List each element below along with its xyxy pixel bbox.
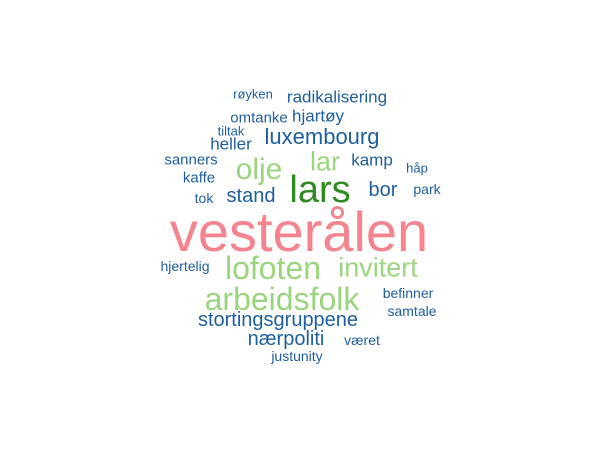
word-befinner: befinner — [382, 285, 434, 301]
word-sanners: sanners — [164, 151, 218, 169]
word-samtale: samtale — [387, 303, 437, 319]
word-kaffe: kaffe — [182, 169, 216, 187]
word-tiltak: tiltak — [217, 123, 245, 139]
word-tok: tok — [194, 190, 214, 206]
word-arbeidsfolk: arbeidsfolk — [204, 281, 360, 317]
word-hjartoy: hjartøy — [292, 106, 344, 126]
word-luxembourg: luxembourg — [264, 124, 380, 149]
word-lars: lars — [289, 169, 351, 211]
word-hap: håp — [406, 160, 428, 176]
word-lar: lar — [309, 146, 341, 177]
word-radikalisering: radikalisering — [286, 87, 388, 107]
word-omtanke: omtanke — [230, 109, 288, 127]
word-stortingsgruppene: stortingsgruppene — [197, 309, 359, 331]
word-royken: røyken — [233, 86, 273, 102]
word-lofoten: lofoten — [224, 250, 322, 286]
word-heller: heller — [210, 134, 252, 154]
word-vesteralen: vesterålen — [169, 200, 429, 263]
word-olje: olje — [235, 153, 283, 186]
word-bor: bor — [368, 179, 398, 201]
word-justunity: justunity — [271, 348, 323, 364]
word-naerpoliti: nærpoliti — [247, 328, 325, 350]
word-kamp: kamp — [351, 150, 393, 170]
word-stand: stand — [226, 185, 276, 207]
word-invitert: invitert — [338, 252, 418, 283]
word-hjertelig: hjertelig — [160, 258, 210, 274]
word-vaeret: været — [344, 332, 380, 348]
word-park: park — [413, 181, 441, 197]
